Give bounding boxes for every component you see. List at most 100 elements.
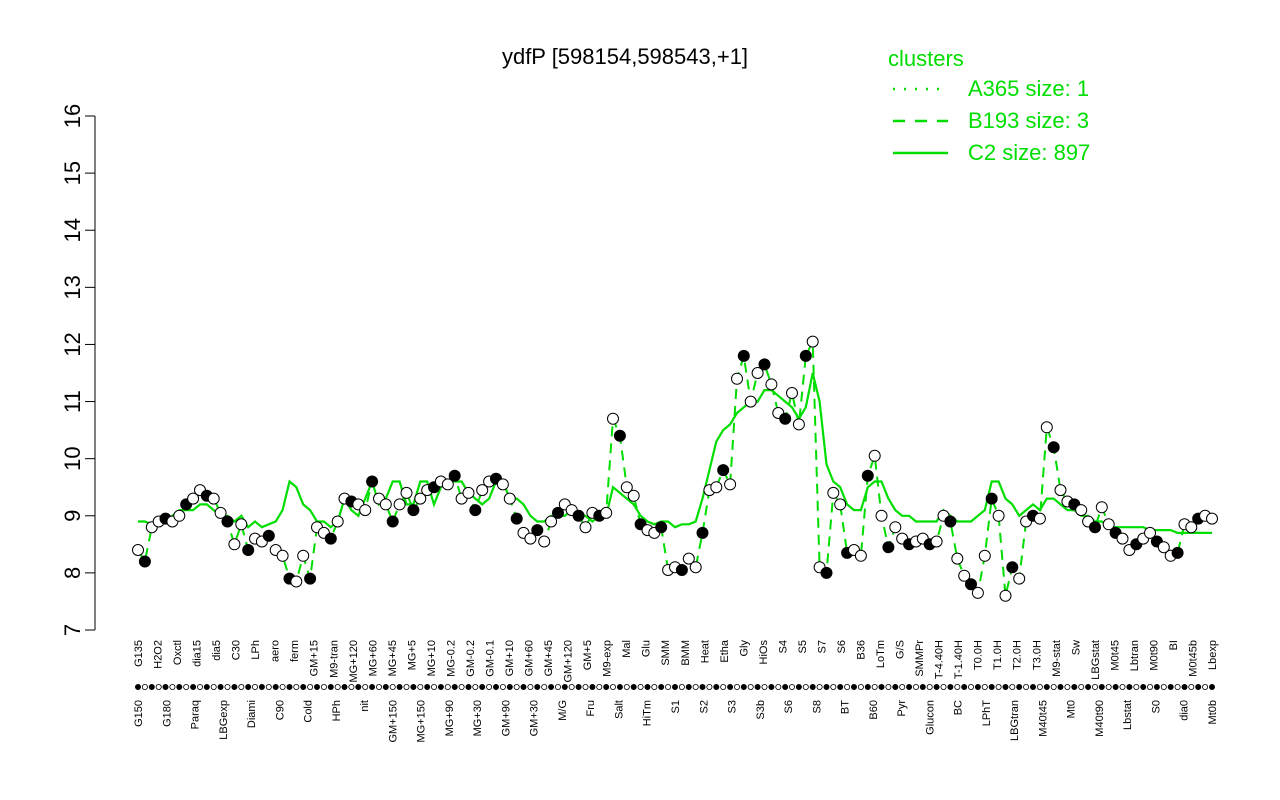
x-tick-mark xyxy=(672,684,679,691)
x-tick-label: MG+90 xyxy=(444,700,456,736)
data-point xyxy=(235,518,248,531)
x-tick-label: GM+150 xyxy=(387,700,399,743)
x-tick-mark xyxy=(203,684,210,691)
x-tick-label: Mt0b xyxy=(1207,700,1219,724)
data-point xyxy=(806,335,819,348)
x-tick-mark xyxy=(134,684,141,691)
x-tick-mark xyxy=(444,684,451,691)
x-tick-label: S2 xyxy=(698,700,710,713)
x-tick-label: Heat xyxy=(699,640,711,663)
x-tick-mark xyxy=(258,684,265,691)
data-point xyxy=(1116,532,1129,545)
x-tick-mark xyxy=(341,684,348,691)
x-tick-mark xyxy=(520,684,527,691)
x-axis-ticks: G135 H2O2 Oxctl dia15 dia5 C30 LPh aero ferm GM+1… xyxy=(133,639,1219,742)
data-point xyxy=(620,481,633,494)
x-tick-mark xyxy=(761,684,768,691)
x-tick-mark xyxy=(176,684,183,691)
data-point xyxy=(469,504,482,517)
x-tick-mark xyxy=(382,684,389,691)
x-tick-mark xyxy=(279,684,286,691)
x-tick-mark xyxy=(1071,684,1078,691)
data-point xyxy=(510,512,523,525)
x-tick-mark xyxy=(1140,684,1147,691)
x-tick-label: dia15 xyxy=(192,640,204,667)
x-tick-mark xyxy=(307,684,314,691)
data-point xyxy=(1033,512,1046,525)
x-tick-mark xyxy=(410,684,417,691)
x-tick-label: T-1.40H xyxy=(953,640,965,679)
data-point xyxy=(724,478,737,491)
x-tick-label: Lbexp xyxy=(1207,640,1219,670)
data-point xyxy=(579,521,592,534)
data-point xyxy=(875,509,888,522)
x-tick-label: G180 xyxy=(161,700,173,727)
y-tick-label: 7 xyxy=(60,624,85,636)
x-tick-mark xyxy=(148,684,155,691)
y-tick-label: 10 xyxy=(60,446,85,470)
data-point xyxy=(1206,512,1218,525)
x-tick-label: MG+150 xyxy=(416,700,428,743)
x-tick-mark xyxy=(678,684,685,691)
data-point xyxy=(882,541,895,554)
data-point xyxy=(448,469,461,482)
data-point xyxy=(985,492,998,505)
data-point xyxy=(971,586,984,599)
x-tick-mark xyxy=(630,684,637,691)
x-tick-mark xyxy=(1174,684,1181,691)
data-point xyxy=(132,544,144,556)
x-tick-label: Cold xyxy=(303,700,315,723)
data-point xyxy=(965,578,977,591)
x-tick-mark xyxy=(1064,684,1071,691)
x-tick-label: G135 xyxy=(133,640,145,667)
data-point xyxy=(476,484,489,497)
x-tick-label: LPhT xyxy=(981,700,993,727)
x-tick-mark xyxy=(472,684,479,691)
x-tick-label: T3.0H xyxy=(1031,640,1043,670)
x-tick-mark xyxy=(300,684,307,691)
x-tick-mark xyxy=(238,684,245,691)
x-tick-label: LBGstat xyxy=(1090,640,1102,680)
x-tick-label: B36 xyxy=(856,640,868,660)
x-tick-mark xyxy=(651,684,658,691)
x-tick-mark xyxy=(286,684,293,691)
x-tick-mark xyxy=(616,684,623,691)
x-tick-mark xyxy=(1153,684,1160,691)
x-tick-label: S5 xyxy=(797,640,809,653)
data-point xyxy=(297,549,310,562)
x-tick-label: MG-0.2 xyxy=(445,640,457,677)
data-point xyxy=(572,509,585,522)
x-tick-mark xyxy=(809,684,816,691)
x-tick-mark xyxy=(499,684,506,691)
data-point xyxy=(379,498,392,511)
x-tick-label: G/S xyxy=(895,640,907,659)
data-point xyxy=(276,549,289,562)
x-tick-mark xyxy=(995,684,1002,691)
x-tick-label: T1.0H xyxy=(992,640,1004,670)
x-tick-mark xyxy=(885,684,892,691)
x-tick-mark xyxy=(430,684,437,691)
data-point xyxy=(737,349,750,362)
x-tick-label: T0.0H xyxy=(973,640,985,670)
x-tick-mark xyxy=(465,684,472,691)
legend: clusters A365 size: 1 B193 size: 3 C2 size… xyxy=(888,46,1090,165)
data-point xyxy=(799,349,812,362)
x-tick-label: nit xyxy=(359,700,371,712)
data-point xyxy=(503,492,516,505)
data-point xyxy=(792,418,805,431)
x-tick-mark xyxy=(389,684,396,691)
x-tick-label: Glu xyxy=(641,640,653,657)
x-tick-label: LBGtran xyxy=(1009,700,1021,741)
x-tick-mark xyxy=(802,684,809,691)
x-tick-label: BT xyxy=(840,700,852,714)
x-tick-label: BI xyxy=(1168,640,1180,650)
data-point xyxy=(331,515,344,528)
x-tick-mark xyxy=(196,684,203,691)
y-tick-label: 16 xyxy=(60,104,85,128)
x-tick-mark xyxy=(568,684,575,691)
x-tick-mark xyxy=(754,684,761,691)
x-tick-label: GM+10 xyxy=(504,640,516,676)
x-tick-mark xyxy=(589,684,596,691)
x-tick-mark xyxy=(1202,684,1209,691)
data-point xyxy=(262,529,275,542)
